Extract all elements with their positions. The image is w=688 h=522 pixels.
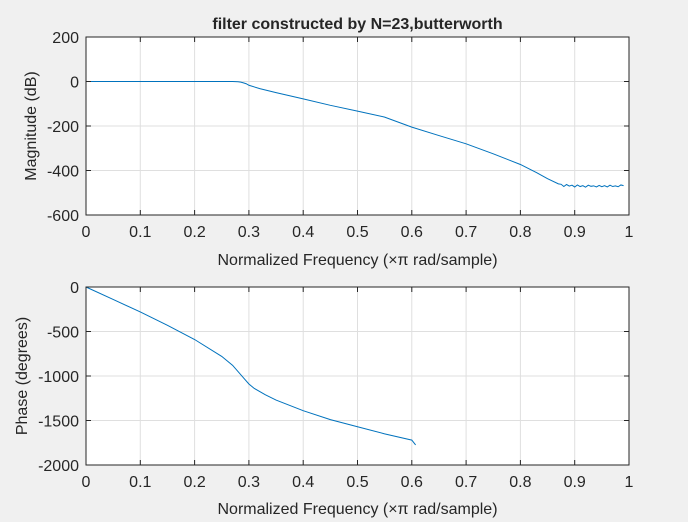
y-axis-label: Magnitude (dB) <box>23 71 40 180</box>
x-tick-label: 0 <box>82 474 91 491</box>
magnitude-plot: 0 0.1 0.2 0.3 0.4 0.5 0.6 0.7 0.8 0.9 1 200 0 -200 -40… <box>23 16 634 269</box>
y-tick-label: 200 <box>52 30 79 47</box>
x-tick-label: 0.4 <box>292 224 314 241</box>
y-tick-label: -500 <box>47 325 79 342</box>
series-line <box>85 286 416 446</box>
x-tick-label: 0.5 <box>346 474 368 491</box>
y-tick-label: 0 <box>70 75 79 92</box>
x-tick-label: 0.9 <box>564 224 586 241</box>
y-tick-label: -2000 <box>38 458 79 475</box>
y-tick-label: -200 <box>47 119 79 136</box>
x-tick-label: 0.7 <box>455 224 477 241</box>
x-tick-label: 0.6 <box>401 474 423 491</box>
chart-title: filter constructed by N=23,butterworth <box>212 16 502 33</box>
x-tick-label: 0.9 <box>564 474 586 491</box>
x-tick-label: 1 <box>625 474 634 491</box>
x-axis-label: Normalized Frequency (×π rad/sample) <box>217 501 497 518</box>
x-tick-label: 0.7 <box>455 474 477 491</box>
phase-plot: 0 0.1 0.2 0.3 0.4 0.5 0.6 0.7 0.8 0.9 1 0 -500 -1000 -… <box>14 280 634 518</box>
x-tick-label: 0.3 <box>238 224 260 241</box>
y-tick-label: -400 <box>47 164 79 181</box>
x-tick-label: 0.3 <box>238 474 260 491</box>
x-axis-label: Normalized Frequency (×π rad/sample) <box>217 252 497 269</box>
x-tick-label: 0.5 <box>346 224 368 241</box>
x-tick-label: 0.1 <box>129 474 151 491</box>
x-tick-label: 0.6 <box>401 224 423 241</box>
y-tick-label: -600 <box>47 208 79 225</box>
x-tick-label: 0.4 <box>292 474 314 491</box>
series-line <box>86 81 624 188</box>
x-tick-label: 0.8 <box>509 474 531 491</box>
x-tick-label: 1 <box>625 224 634 241</box>
y-tick-label: -1000 <box>38 369 79 386</box>
y-axis-label: Phase (degrees) <box>14 317 31 435</box>
x-tick-label: 0.1 <box>129 224 151 241</box>
x-tick-label: 0.2 <box>183 474 205 491</box>
x-tick-label: 0 <box>82 224 91 241</box>
x-tick-label: 0.2 <box>183 224 205 241</box>
y-tick-label: 0 <box>70 280 79 297</box>
y-tick-label: -1500 <box>38 414 79 431</box>
x-tick-label: 0.8 <box>509 224 531 241</box>
